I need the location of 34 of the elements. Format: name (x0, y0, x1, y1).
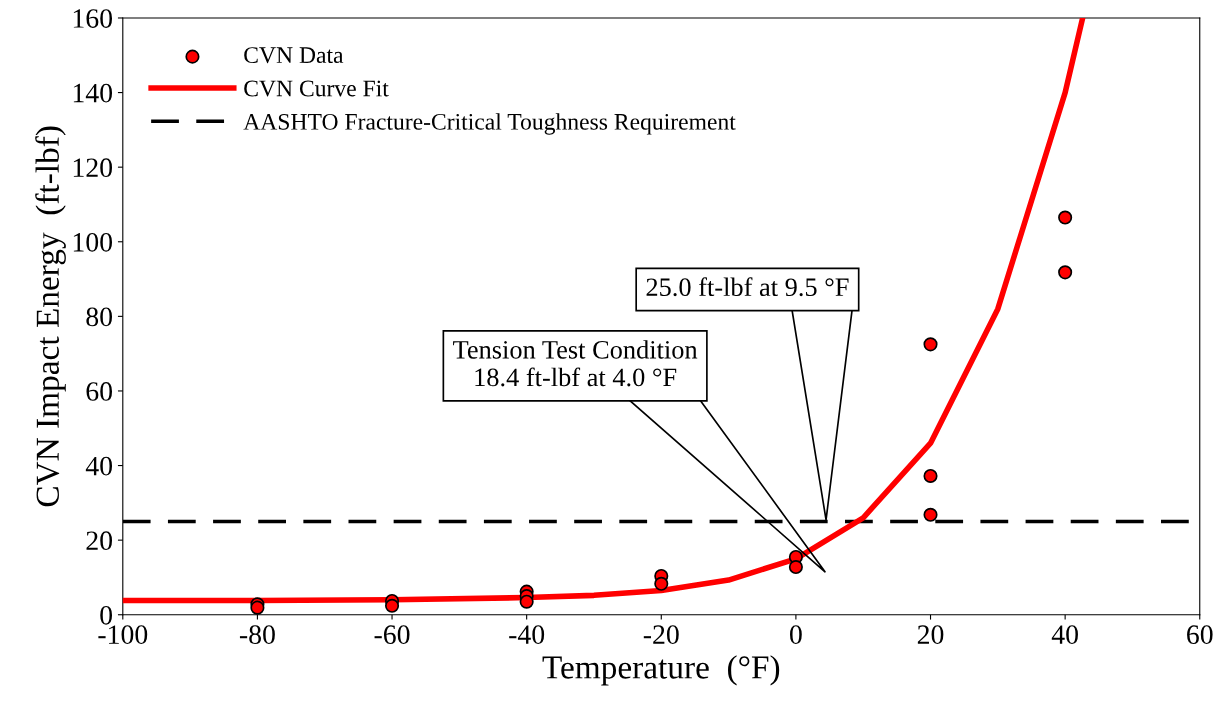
x-tick-label: -20 (643, 625, 679, 645)
x-tick-label: 0 (790, 625, 802, 645)
x-tick-label: -40 (509, 625, 545, 645)
point (923, 507, 938, 522)
annotation: 25.0 ft-lbf at 9.5 °F (646, 277, 849, 297)
y-tick-label: 20 (86, 531, 113, 551)
legend-label: CVN Curve Fit (244, 80, 389, 97)
point (384, 598, 400, 613)
point (788, 559, 803, 575)
y-tick-label: 40 (85, 456, 113, 476)
y-tick-label: 100 (73, 232, 113, 252)
y-tick-label: 160 (73, 9, 113, 28)
legend-label: CVN Data (244, 47, 344, 64)
annotation: Tension Test Condition 18.4 ft-lbf at 4.0 °F (453, 340, 698, 387)
y-tick-label: 120 (73, 158, 113, 178)
x-tick-label: 60 (1187, 625, 1213, 645)
point (519, 594, 534, 609)
point (1058, 265, 1073, 280)
y-tick-label: 80 (86, 307, 113, 327)
y-tick-label: 60 (86, 382, 113, 401)
x-tick-label: -100 (98, 625, 148, 645)
point (1058, 210, 1073, 225)
x-tick-label: -80 (239, 625, 275, 645)
point (923, 468, 938, 484)
x-tick-label: -60 (374, 625, 410, 645)
y-tick-label: 140 (73, 83, 113, 103)
point (923, 337, 938, 352)
legend-label: AASHTO Fracture-Critical Toughness Requirement (243, 113, 736, 135)
y-tick-label: 0 (100, 605, 113, 625)
y-axis-title: CVN Impact Energy (ft-lbf) (35, 126, 66, 507)
x-tick-label: 20 (917, 625, 944, 645)
x-tick-label: 40 (1051, 625, 1078, 645)
point (654, 576, 669, 591)
x-axis-title: Temperature (°F) (542, 655, 780, 686)
